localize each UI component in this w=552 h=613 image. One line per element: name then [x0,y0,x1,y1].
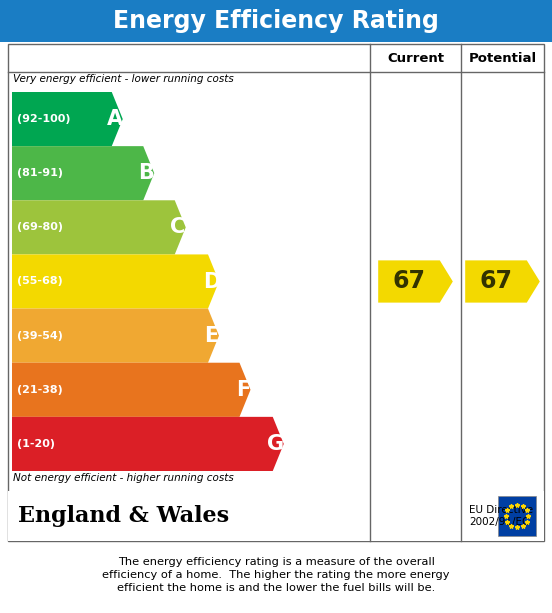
Text: E: E [204,326,219,346]
Polygon shape [378,261,453,303]
Text: Very energy efficient - lower running costs: Very energy efficient - lower running co… [13,74,233,84]
Text: England & Wales: England & Wales [18,505,229,527]
Text: Not energy efficient - higher running costs: Not energy efficient - higher running co… [13,473,233,483]
Text: 67: 67 [392,270,426,294]
Text: Energy Efficiency Rating: Energy Efficiency Rating [113,9,439,33]
Text: D: D [203,272,220,292]
Bar [8,44,544,541]
Text: G: G [268,434,285,454]
Polygon shape [12,308,219,363]
Text: EU Directive
2002/91/EC: EU Directive 2002/91/EC [469,505,533,527]
Text: The energy efficiency rating is a measure of the overall
efficiency of a home.  : The energy efficiency rating is a measur… [102,557,450,593]
Text: 67: 67 [480,270,512,294]
Polygon shape [465,261,540,303]
Text: (1-20): (1-20) [17,439,55,449]
Text: (21-38): (21-38) [17,385,63,395]
Text: (39-54): (39-54) [17,330,63,341]
Bar [8,491,544,541]
Text: C: C [171,218,185,237]
Polygon shape [12,92,123,146]
Text: (92-100): (92-100) [17,114,71,124]
Bar [498,496,536,536]
Text: (81-91): (81-91) [17,168,63,178]
Text: (69-80): (69-80) [17,223,63,232]
Text: Current: Current [387,51,444,64]
Text: F: F [236,380,250,400]
Polygon shape [12,254,219,308]
Text: Potential: Potential [469,51,537,64]
Text: (55-68): (55-68) [17,276,63,286]
Bar [0,0,552,42]
Polygon shape [12,417,284,471]
Polygon shape [12,363,251,417]
Text: A: A [107,109,123,129]
Polygon shape [12,146,154,200]
Polygon shape [12,200,186,254]
Text: B: B [139,163,155,183]
